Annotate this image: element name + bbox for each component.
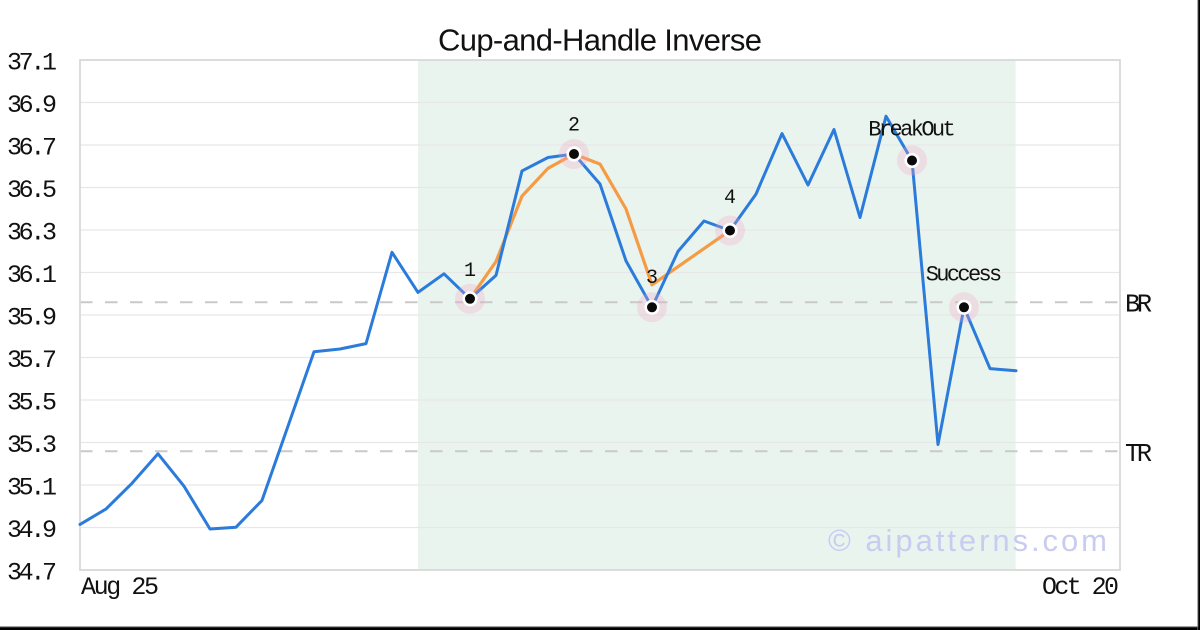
svg-text:Oct 20: Oct 20 [1042, 573, 1119, 602]
svg-text:34.9: 34.9 [7, 516, 57, 545]
svg-text:Success: Success [926, 263, 1003, 288]
svg-text:1: 1 [464, 260, 476, 283]
svg-text:36.1: 36.1 [7, 261, 57, 290]
svg-text:3: 3 [646, 267, 658, 290]
svg-text:35.5: 35.5 [7, 388, 57, 417]
svg-text:TR: TR [1125, 440, 1152, 469]
svg-text:35.9: 35.9 [7, 303, 57, 332]
svg-text:Aug 25: Aug 25 [81, 573, 159, 602]
svg-text:© aipatterns.com: © aipatterns.com [828, 523, 1107, 558]
svg-text:36.7: 36.7 [7, 133, 57, 162]
svg-text:BreakOut: BreakOut [868, 117, 956, 142]
svg-text:34.7: 34.7 [7, 558, 57, 587]
svg-text:35.7: 35.7 [7, 346, 57, 375]
svg-text:BR: BR [1125, 290, 1152, 319]
svg-text:Cup-and-Handle Inverse: Cup-and-Handle Inverse [438, 23, 762, 58]
svg-text:4: 4 [724, 187, 736, 210]
svg-text:35.1: 35.1 [7, 473, 57, 502]
svg-text:36.9: 36.9 [7, 91, 57, 120]
svg-text:2: 2 [568, 114, 580, 137]
svg-text:37.1: 37.1 [7, 48, 57, 77]
svg-text:35.3: 35.3 [7, 431, 57, 460]
svg-text:36.3: 36.3 [7, 218, 57, 247]
svg-text:36.5: 36.5 [7, 176, 57, 205]
